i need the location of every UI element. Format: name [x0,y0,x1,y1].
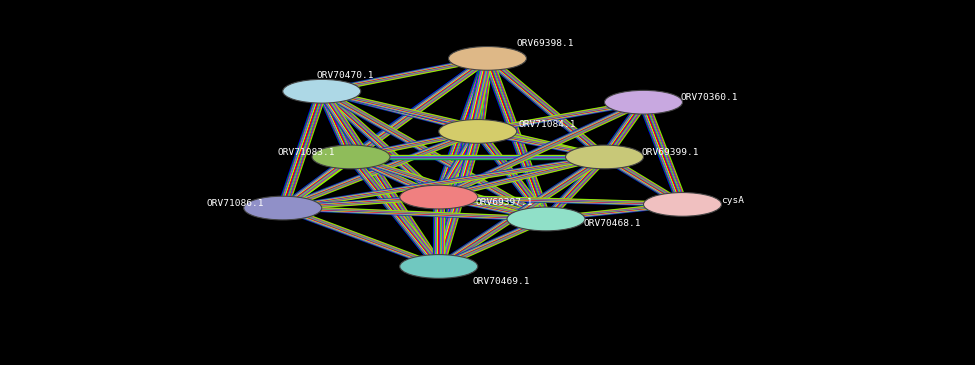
Ellipse shape [604,90,682,114]
Ellipse shape [566,145,644,169]
Text: ORV69399.1: ORV69399.1 [642,148,699,157]
Text: ORV69398.1: ORV69398.1 [517,39,574,47]
Text: ORV71084.1: ORV71084.1 [519,120,576,128]
Ellipse shape [400,255,478,278]
Ellipse shape [644,193,722,216]
Text: ORV70468.1: ORV70468.1 [583,219,641,228]
Ellipse shape [283,79,361,103]
Text: ORV69397.1: ORV69397.1 [476,198,533,207]
Text: ORV71083.1: ORV71083.1 [278,148,335,157]
Ellipse shape [312,145,390,169]
Ellipse shape [448,47,526,70]
Ellipse shape [400,185,478,209]
Text: ORV71086.1: ORV71086.1 [207,199,264,208]
Ellipse shape [507,207,585,231]
Ellipse shape [439,120,517,143]
Text: ORV70469.1: ORV70469.1 [473,277,530,286]
Text: ORV70360.1: ORV70360.1 [681,93,738,102]
Text: ORV70470.1: ORV70470.1 [317,72,374,80]
Ellipse shape [244,196,322,220]
Text: cysA: cysA [722,196,745,204]
